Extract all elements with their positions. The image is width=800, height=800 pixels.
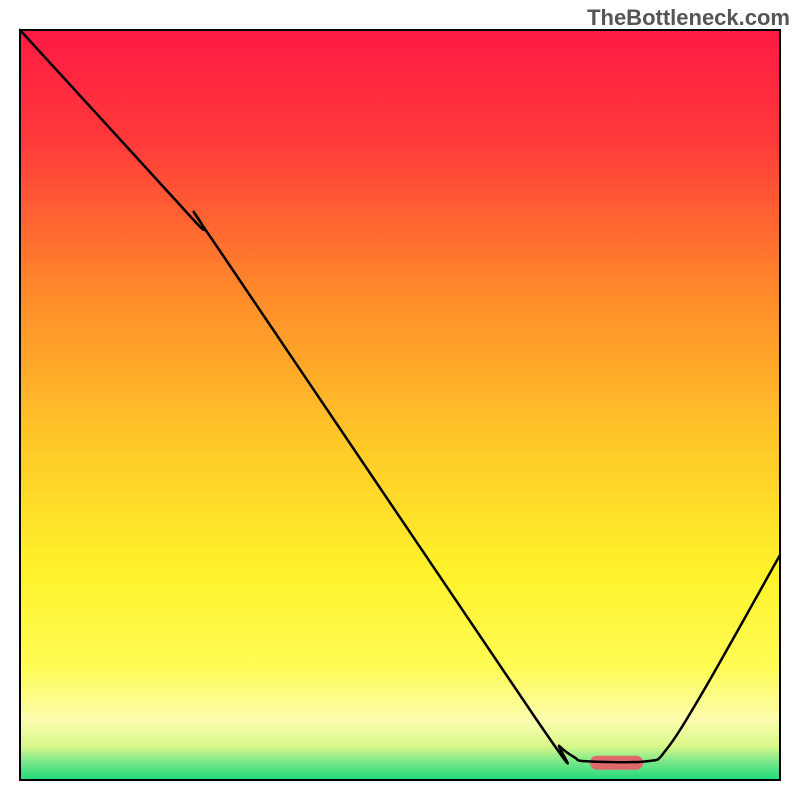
chart-svg bbox=[0, 0, 800, 800]
watermark-text: TheBottleneck.com bbox=[587, 5, 790, 31]
gradient-background bbox=[20, 30, 780, 780]
bottleneck-chart: TheBottleneck.com bbox=[0, 0, 800, 800]
